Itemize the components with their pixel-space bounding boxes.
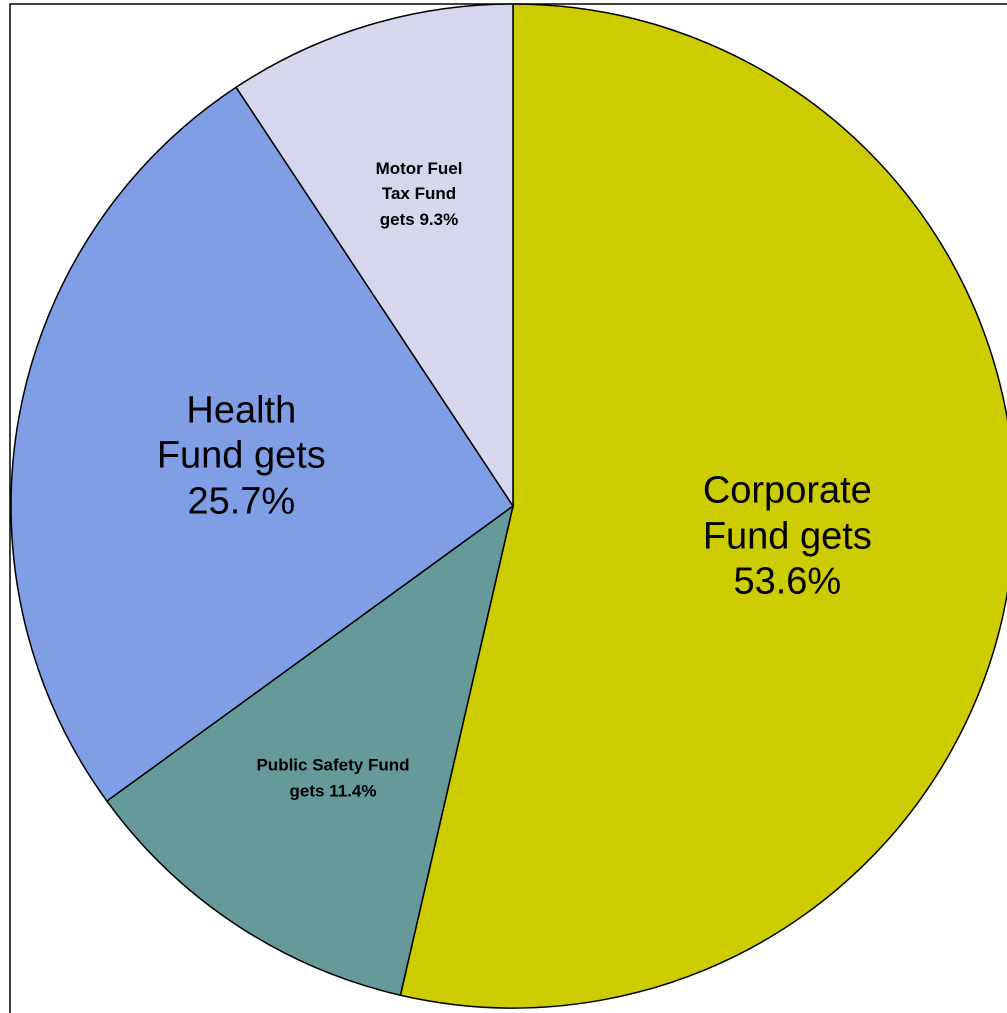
- pie-slice: [10, 86, 515, 803]
- slice-label: Health Fund gets 25.7%: [156, 389, 326, 523]
- slice-label: Motor Fuel Tax Fund gets 9.3%: [375, 158, 463, 229]
- pie-slice: [105, 504, 515, 997]
- pie-slice: [399, 3, 1007, 1009]
- slice-label: Corporate Fund gets 53.6%: [702, 469, 872, 603]
- slice-label: Public Safety Fund gets 11.4%: [256, 755, 410, 801]
- pie-slice: [235, 3, 514, 509]
